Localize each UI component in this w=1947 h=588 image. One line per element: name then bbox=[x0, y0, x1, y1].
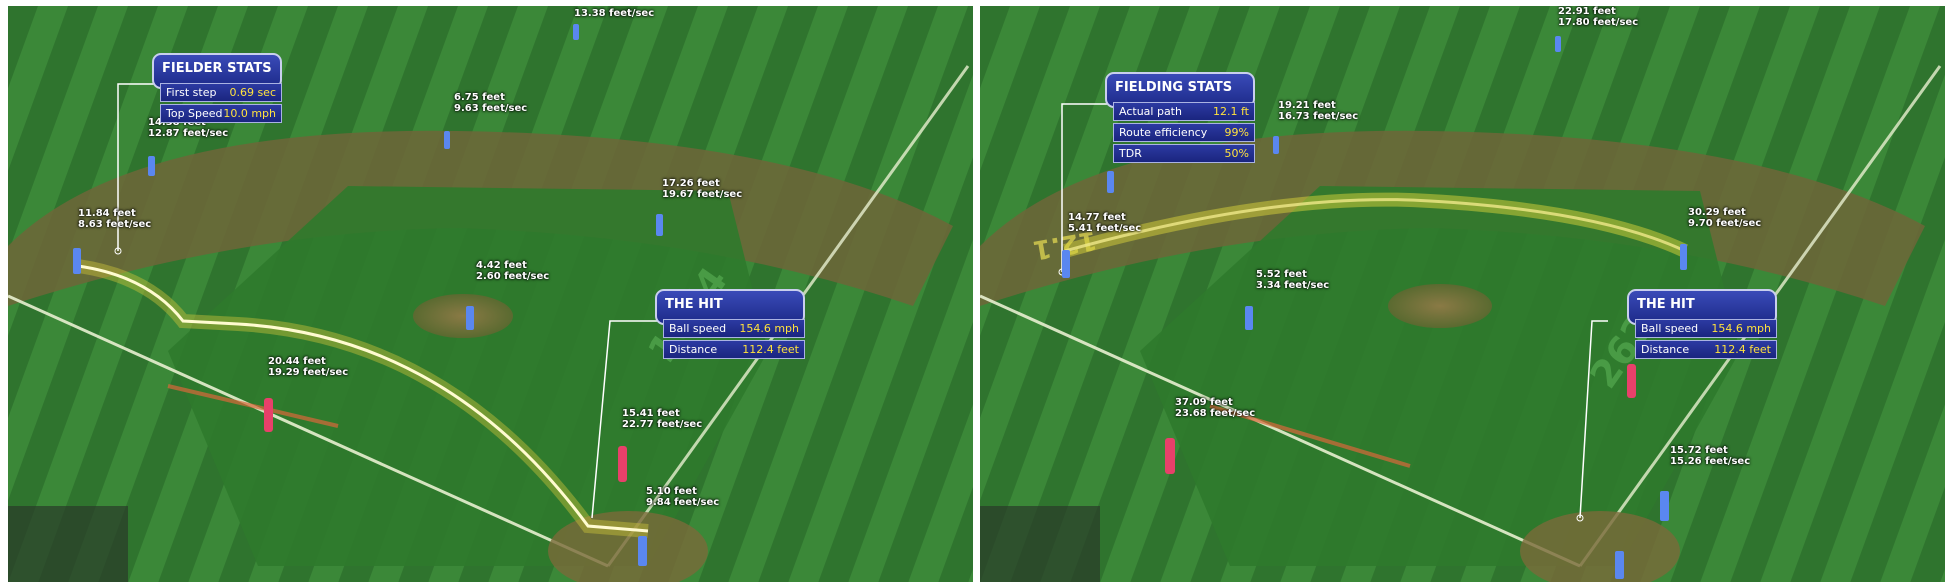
the-hit-box-right: THE HIT Ball speed 154.6 mph Distance 112.… bbox=[1627, 289, 1777, 359]
fielding-stats-box: FIELDING STATS Actual path 12.1 ft Route … bbox=[1105, 72, 1255, 163]
player-label: 11.84 feet 8.63 feet/sec bbox=[78, 208, 151, 230]
player-label: 15.41 feet 22.77 feet/sec bbox=[622, 408, 702, 430]
player-label: 20.44 feet 19.29 feet/sec bbox=[268, 356, 348, 378]
fielder-stats-box: FIELDER STATS First step 0.69 sec Top Spe… bbox=[152, 53, 282, 123]
player-label: 13.38 feet/sec bbox=[574, 8, 654, 19]
stat-row-tdr: TDR 50% bbox=[1113, 144, 1255, 163]
stat-row-distance: Distance 112.4 feet bbox=[663, 340, 805, 359]
player-label: 22.91 feet 17.80 feet/sec bbox=[1558, 6, 1638, 28]
player-label: 17.26 feet 19.67 feet/sec bbox=[662, 178, 742, 200]
stat-row-top-speed: Top Speed 10.0 mph bbox=[160, 104, 282, 123]
player-label: 5.52 feet 3.34 feet/sec bbox=[1256, 269, 1329, 291]
player-label: 30.29 feet 9.70 feet/sec bbox=[1688, 207, 1761, 229]
stat-row-ball-speed: Ball speed 154.6 mph bbox=[1635, 319, 1777, 338]
player-label: 14.77 feet 5.41 feet/sec bbox=[1068, 212, 1141, 234]
the-hit-box-left: THE HIT Ball speed 154.6 mph Distance 112.… bbox=[655, 289, 805, 359]
right-replay-panel: 2624 12.1 22.91 feet 17.80 feet/sec 19.21… bbox=[980, 6, 1945, 582]
stat-row-first-step: First step 0.69 sec bbox=[160, 83, 282, 102]
stat-row-distance: Distance 112.4 feet bbox=[1635, 340, 1777, 359]
player-label: 15.72 feet 15.26 feet/sec bbox=[1670, 445, 1750, 467]
player-label: 6.75 feet 9.63 feet/sec bbox=[454, 92, 527, 114]
player-label: 5.10 feet 9.84 feet/sec bbox=[646, 486, 719, 508]
player-label: 37.09 feet 23.68 feet/sec bbox=[1175, 397, 1255, 419]
player-label: 4.42 feet 2.60 feet/sec bbox=[476, 260, 549, 282]
stat-row-route-efficiency: Route efficiency 99% bbox=[1113, 123, 1255, 142]
stat-row-ball-speed: Ball speed 154.6 mph bbox=[663, 319, 805, 338]
stat-row-actual-path: Actual path 12.1 ft bbox=[1113, 102, 1255, 121]
player-label: 19.21 feet 16.73 feet/sec bbox=[1278, 100, 1358, 122]
